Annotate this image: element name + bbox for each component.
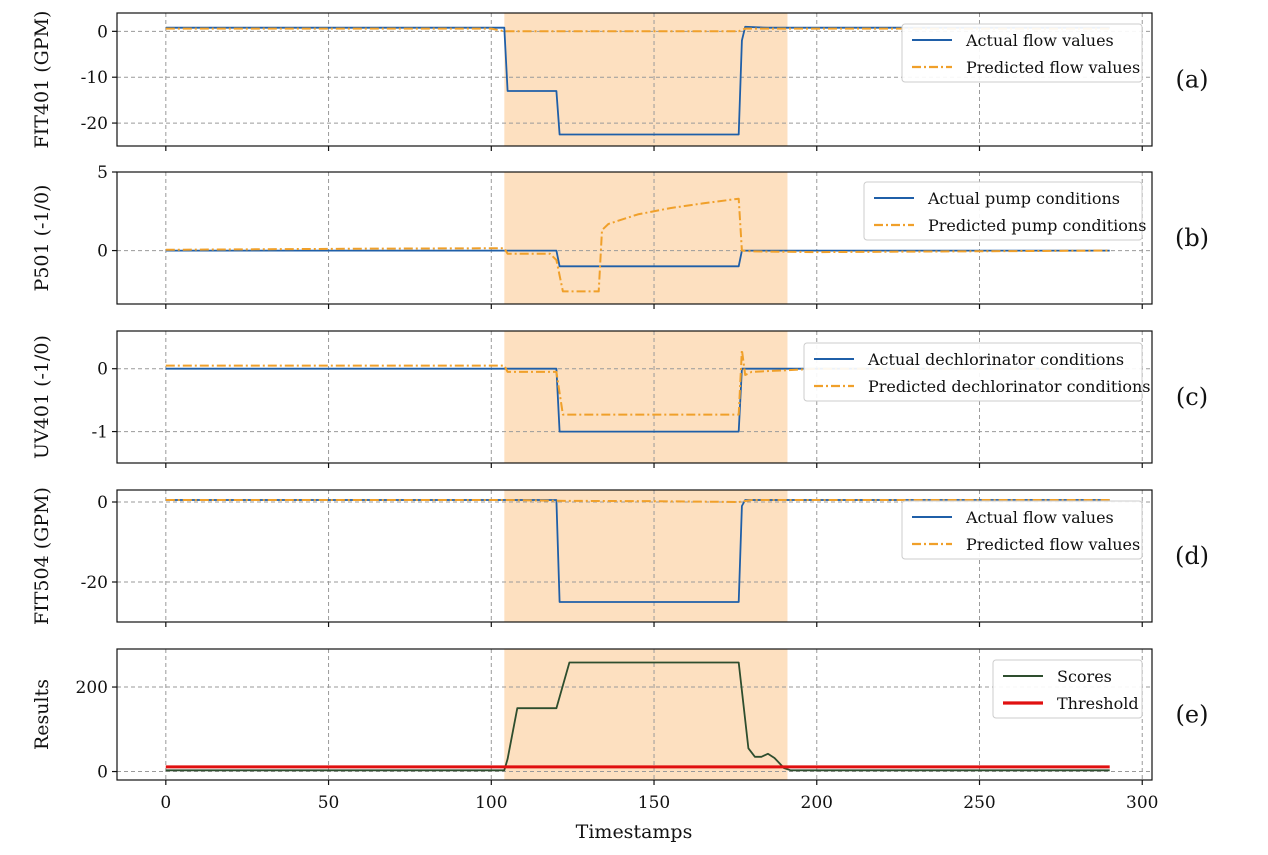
series-line-2-1 xyxy=(165,348,1110,416)
y-tick-label: -20 xyxy=(81,114,108,134)
y-axis-label: P501 (-1/0) xyxy=(31,185,53,292)
x-tick-label: 0 xyxy=(160,793,171,813)
panel-frame xyxy=(116,648,1153,781)
panel-frame xyxy=(116,489,1153,623)
x-axis: 0 50 100 150 200 250 300 xyxy=(160,793,1158,813)
legend-entry: Scores xyxy=(1057,667,1112,686)
legend-entry: Actual flow values xyxy=(965,31,1114,50)
anomaly-band xyxy=(504,331,788,463)
y-tick-label: -10 xyxy=(81,68,108,88)
anomaly-band xyxy=(504,172,788,304)
panel-4: 200 0 Results Scores Threshold (e) xyxy=(31,648,1209,785)
panel-label: (b) xyxy=(1175,224,1209,252)
panel-label: (d) xyxy=(1175,542,1209,570)
y-tick-label: 0 xyxy=(97,493,108,513)
panel-label: (c) xyxy=(1176,383,1208,411)
panel-2: 0 -1 UV401 (-1/0) Actual dechlorinator cond… xyxy=(31,330,1208,468)
y-tick-label: 5 xyxy=(97,163,108,183)
legend-box xyxy=(863,181,1143,241)
x-tick-label: 200 xyxy=(801,793,833,813)
legend: Actual dechlorinator conditions Predicted… xyxy=(803,342,1151,402)
anomaly-band xyxy=(504,13,788,146)
legend-entry: Predicted pump conditions xyxy=(928,216,1146,235)
y-tick-label: 200 xyxy=(76,678,108,698)
x-tick-label: 50 xyxy=(318,793,340,813)
panel-3: 0 -20 FIT504 (GPM) Actual flow values Predic… xyxy=(31,487,1209,627)
x-tick-label: 150 xyxy=(638,793,670,813)
y-tick-label: -1 xyxy=(91,423,108,443)
legend-box xyxy=(901,500,1143,560)
legend-entry: Actual pump conditions xyxy=(927,189,1120,208)
legend-entry: Threshold xyxy=(1057,694,1139,713)
legend-entry: Actual flow values xyxy=(965,508,1114,527)
legend-entry: Actual dechlorinator conditions xyxy=(867,350,1124,369)
y-axis-label: UV401 (-1/0) xyxy=(31,335,53,459)
y-axis-label: Results xyxy=(31,679,53,750)
y-tick-label: 0 xyxy=(97,360,108,380)
series-line-1-0 xyxy=(165,249,1110,268)
x-tick-label: 300 xyxy=(1126,793,1158,813)
panel-label: (e) xyxy=(1176,701,1209,729)
legend: Actual flow values Predicted flow values xyxy=(901,23,1143,83)
panel-frame xyxy=(116,330,1153,464)
legend: Actual flow values Predicted flow values xyxy=(901,500,1143,560)
series-line-3-1 xyxy=(165,499,1110,503)
panel-label: (a) xyxy=(1175,66,1208,94)
series-line-1-1 xyxy=(165,197,1110,293)
series-line-4-0 xyxy=(165,661,1110,772)
legend-entry: Predicted flow values xyxy=(966,535,1140,554)
y-tick-label: -20 xyxy=(81,573,108,593)
legend-entry: Predicted flow values xyxy=(966,58,1140,77)
y-tick-label: 0 xyxy=(97,763,108,783)
x-tick-label: 250 xyxy=(963,793,995,813)
series-line-2-0 xyxy=(165,367,1110,433)
y-tick-label: 0 xyxy=(97,242,108,262)
panel-frame xyxy=(116,12,1153,147)
x-tick-label: 100 xyxy=(475,793,507,813)
series-line-0-0 xyxy=(165,25,1110,136)
y-axis-label: FIT401 (GPM) xyxy=(31,11,53,149)
panel-frame xyxy=(116,171,1153,305)
panel-0: 0 -10 -20 FIT401 (GPM) Actual flow values Pre… xyxy=(31,11,1209,151)
series-line-0-1 xyxy=(165,27,1110,33)
panel-1: 5 0 P501 (-1/0) Actual pump conditions Predi… xyxy=(31,163,1209,309)
y-tick-label: 0 xyxy=(97,22,108,42)
legend-box xyxy=(901,23,1143,83)
legend-box xyxy=(803,342,1143,402)
y-axis-label: FIT504 (GPM) xyxy=(31,487,53,625)
legend: Actual pump conditions Predicted pump con… xyxy=(863,181,1146,241)
legend: Scores Threshold xyxy=(992,659,1143,719)
x-axis-label: Timestamps xyxy=(576,821,693,843)
legend-entry: Predicted dechlorinator conditions xyxy=(868,377,1151,396)
